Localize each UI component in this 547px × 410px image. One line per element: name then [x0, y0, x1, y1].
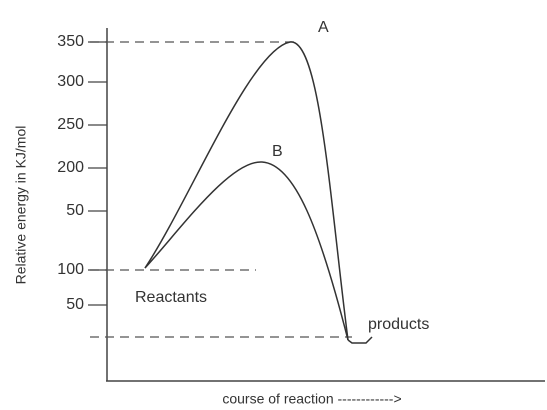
y-axis-title: Relative energy in KJ/mol — [13, 126, 29, 285]
curve-label: A — [318, 19, 329, 36]
curve-a — [144, 41, 349, 341]
y-tick-label: 50 — [66, 296, 84, 313]
y-tick-label: 300 — [57, 73, 84, 90]
y-tick-label: 100 — [57, 261, 84, 278]
y-tick-label: 50 — [66, 202, 84, 219]
x-axis-title: course of reaction ------------> — [222, 391, 401, 407]
y-tick-label: 250 — [57, 116, 84, 133]
y-tick-label: 200 — [57, 159, 84, 176]
curve-label: B — [272, 143, 283, 160]
state-label: Reactants — [135, 289, 207, 306]
state-label: products — [368, 316, 429, 333]
curve-b — [144, 161, 349, 341]
y-tick-label: 350 — [57, 33, 84, 50]
products-level — [347, 336, 373, 344]
